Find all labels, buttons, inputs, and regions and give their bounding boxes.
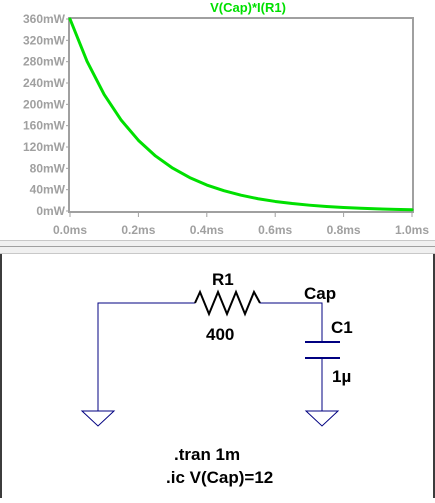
- y-tick-label: 80mW: [30, 161, 66, 175]
- schematic-pane[interactable]: R1 400 Cap C1 1µ .tran 1m .ic V(Cap)=12: [0, 254, 435, 498]
- resistor-value-label[interactable]: 400: [206, 325, 234, 344]
- capacitor-ref-label[interactable]: C1: [331, 318, 353, 337]
- y-tick-label: 160mW: [23, 119, 66, 133]
- wire-right[interactable]: [260, 302, 323, 342]
- x-tick-label: 0.2ms: [121, 223, 155, 237]
- x-tick-label: 1.0ms: [395, 223, 429, 237]
- ground-symbol-right[interactable]: [304, 410, 340, 427]
- net-label-cap[interactable]: Cap: [304, 284, 336, 303]
- x-tick-label: 0.0ms: [53, 223, 87, 237]
- trace-title[interactable]: V(Cap)*I(R1): [210, 0, 286, 15]
- splitter-grip[interactable]: [0, 246, 435, 249]
- y-tick-label: 120mW: [23, 140, 66, 154]
- y-tick-label: 360mW: [23, 12, 66, 26]
- y-tick-label: 0mW: [36, 204, 65, 218]
- x-tick-label: 0.6ms: [258, 223, 292, 237]
- x-tick-label: 0.8ms: [327, 223, 361, 237]
- series-layer: [68, 17, 414, 212]
- x-tick-label: 0.4ms: [190, 223, 224, 237]
- schematic-canvas[interactable]: R1 400 Cap C1 1µ .tran 1m .ic V(Cap)=12: [2, 254, 433, 498]
- y-tick-label: 240mW: [23, 76, 66, 90]
- wire-left[interactable]: [97, 302, 195, 411]
- y-tick-label: 280mW: [23, 55, 66, 69]
- pane-splitter[interactable]: [0, 240, 435, 254]
- resistor-r1-symbol[interactable]: [194, 289, 261, 317]
- capacitor-value-label[interactable]: 1µ: [332, 367, 351, 386]
- y-tick-label: 40mW: [30, 183, 66, 197]
- capacitor-c1-symbol[interactable]: [305, 341, 340, 359]
- x-axis[interactable]: 0.0ms 0.2ms 0.4ms 0.6ms 0.8ms 1.0ms: [53, 212, 429, 237]
- ground-symbol-left[interactable]: [80, 410, 116, 427]
- waveform-plot[interactable]: V(Cap)*I(R1) 0mW 40mW 80mW 120mW 160mW 200mW 2…: [0, 0, 435, 240]
- y-tick-label: 200mW: [23, 97, 66, 111]
- series-line[interactable]: [68, 17, 414, 212]
- spice-directive-tran[interactable]: .tran 1m: [174, 445, 240, 464]
- wires[interactable]: [97, 302, 323, 411]
- waveform-pane[interactable]: V(Cap)*I(R1) 0mW 40mW 80mW 120mW 160mW 200mW 2…: [0, 0, 435, 240]
- plot-frame: [68, 17, 414, 213]
- resistor-ref-label[interactable]: R1: [212, 270, 234, 289]
- y-tick-label: 320mW: [23, 33, 66, 47]
- spice-directive-ic[interactable]: .ic V(Cap)=12: [166, 468, 273, 487]
- y-axis[interactable]: 0mW 40mW 80mW 120mW 160mW 200mW 240mW 280mW 320m…: [23, 12, 70, 218]
